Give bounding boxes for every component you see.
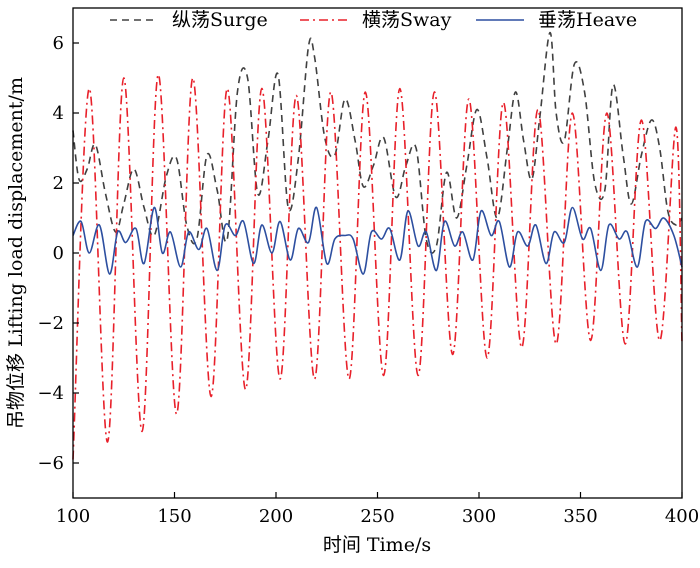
- surge-series-line: [72, 31, 683, 254]
- y-tick-label: 6: [53, 33, 64, 54]
- x-tick-label: 350: [563, 506, 597, 527]
- series-layer: [72, 31, 683, 460]
- x-tick-label: 100: [56, 506, 90, 527]
- y-tick-label: −4: [37, 383, 64, 404]
- y-tick-label: 4: [53, 103, 64, 124]
- sway-series-line: [72, 73, 683, 460]
- legend-label-surge: 纵荡Surge: [172, 9, 268, 31]
- x-tick-label: 200: [259, 506, 293, 527]
- y-axis-title: 吊物位移 Lifting load displacement/m: [5, 77, 27, 429]
- y-tick-label: 0: [53, 243, 64, 264]
- x-tick-label: 250: [360, 506, 394, 527]
- legend-label-sway: 横荡Sway: [362, 9, 452, 31]
- y-tick-label: −6: [37, 453, 64, 474]
- x-tick-label: 150: [157, 506, 191, 527]
- legend-label-heave: 垂荡Heave: [538, 9, 637, 31]
- tick-layer: 100 150 200 250 300 350 400 −6 −4 −2 0 2 4 6: [37, 33, 699, 527]
- x-axis-title: 时间 Time/s: [323, 534, 431, 556]
- y-tick-label: 2: [53, 173, 64, 194]
- x-tick-label: 300: [462, 506, 496, 527]
- x-tick-label: 400: [665, 506, 699, 527]
- legend: 纵荡Surge 横荡Sway 垂荡Heave: [110, 9, 637, 31]
- y-tick-label: −2: [37, 313, 64, 334]
- heave-series-line: [72, 206, 683, 275]
